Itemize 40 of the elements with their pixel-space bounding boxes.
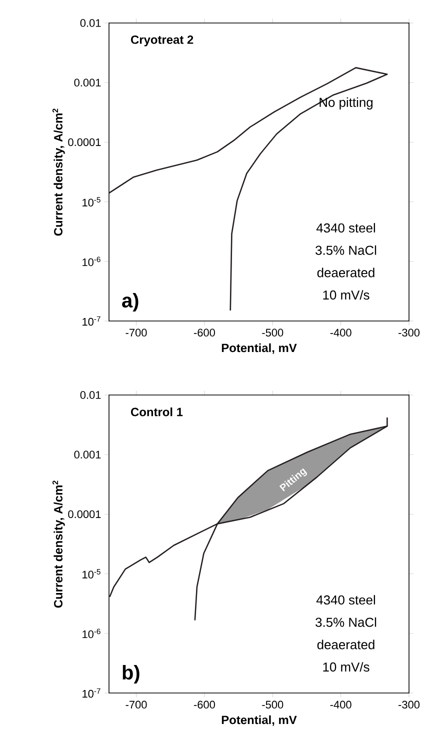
y-tick-label: 10$^{-6}$ xyxy=(82,628,100,638)
y-tick-label: 0.01 xyxy=(80,391,101,399)
x-tick-label: -500 xyxy=(262,700,284,709)
y-tick-label: 0.0001 xyxy=(68,510,101,518)
x-tick-label: -300 xyxy=(398,700,420,709)
y-tick-label: 0.01 xyxy=(80,19,101,27)
annotation: 3.5% NaCl xyxy=(316,617,376,627)
annotation: No pitting xyxy=(320,97,373,110)
x-tick-label: -700 xyxy=(126,328,147,337)
y-tick-label: 0.001 xyxy=(74,450,101,458)
annotation: 3.5% NaCl xyxy=(316,245,376,255)
y-tick-label: 10$^{-7}$ xyxy=(82,316,100,326)
y-tick-label: 10$^{-7}$ xyxy=(82,688,100,698)
annotation: deaerated xyxy=(317,268,374,278)
y-tick-label: 10$^{-5}$ xyxy=(82,569,100,578)
x-tick-label: -400 xyxy=(330,328,352,337)
annotation: b) xyxy=(122,664,140,684)
y-axis-title: Current density, A/cm$^{2}$ xyxy=(52,108,65,236)
x-tick-label: -700 xyxy=(126,700,147,709)
y-tick-label: 0.0001 xyxy=(68,138,101,146)
annotation: 4340 steel xyxy=(316,223,375,233)
x-tick-label: -600 xyxy=(194,328,215,337)
annotation: deaerated xyxy=(317,640,374,650)
x-axis-title: Potential, mV xyxy=(222,343,297,354)
x-tick-label: -600 xyxy=(194,700,215,709)
y-axis-title: Current density, A/cm$^{2}$ xyxy=(52,480,65,608)
x-tick-label: -300 xyxy=(398,328,420,337)
text: Cryotreat 2 xyxy=(131,35,194,46)
text: Control 1 xyxy=(131,407,183,416)
annotation: 4340 steel xyxy=(316,595,375,605)
line-series xyxy=(108,67,388,312)
x-tick-label: -400 xyxy=(330,700,352,709)
annotation: a) xyxy=(122,292,138,312)
y-tick-label: 10$^{-5}$ xyxy=(82,197,100,206)
x-axis-title: Potential, mV xyxy=(222,715,297,726)
annotation: 10 mV/s xyxy=(323,290,370,300)
x-tick-label: -500 xyxy=(262,328,284,337)
y-tick-label: 0.001 xyxy=(74,78,101,86)
annotation: 10 mV/s xyxy=(323,662,370,672)
y-tick-label: 10$^{-6}$ xyxy=(82,256,100,266)
